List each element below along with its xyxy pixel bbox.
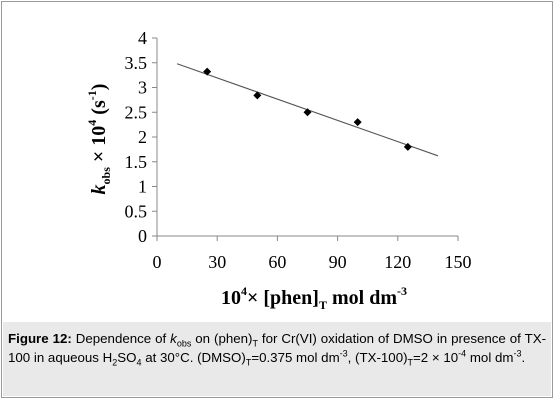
y-tick-label: 0.5 [125, 201, 148, 221]
y-tick-label: 1.5 [125, 152, 148, 172]
x-tick-label: 30 [208, 252, 226, 272]
data-point [253, 91, 262, 100]
data-points [203, 67, 412, 151]
x-tick-label: 120 [384, 252, 411, 272]
data-point [203, 67, 212, 76]
y-tick-label: 4 [138, 28, 147, 48]
x-tick-label: 150 [445, 252, 472, 272]
chart: 0 0.5 1 1.5 2 2.5 3 3.5 4 0 30 60 90 120 150 104× [ph… [85, 28, 472, 312]
x-tick-label: 90 [329, 252, 347, 272]
data-point [353, 118, 362, 127]
figure-caption: Figure 12: Dependence of kobs on (phen)T… [8, 331, 546, 368]
y-tick-label: 3 [138, 78, 147, 98]
y-tick-label: 0 [138, 226, 147, 246]
data-point [303, 108, 312, 117]
caption-label: Figure 12: [8, 331, 72, 346]
caption-box [3, 322, 551, 396]
y-tick-label: 2.5 [125, 102, 148, 122]
x-tick-labels: 0 30 60 90 120 150 [153, 252, 472, 272]
chart-axes [152, 37, 459, 241]
data-point [403, 142, 412, 151]
y-tick-label: 1 [138, 177, 147, 197]
y-axis-title: kobs × 104 (s-1) [85, 84, 113, 195]
y-tick-labels: 0 0.5 1 1.5 2 2.5 3 3.5 4 [125, 28, 148, 246]
y-tick-label: 3.5 [125, 53, 148, 73]
x-tick-label: 0 [153, 252, 162, 272]
y-tick-label: 2 [138, 127, 147, 147]
x-axis-title: 104× [phen]T mol dm-3 [221, 284, 407, 312]
x-tick-label: 60 [268, 252, 286, 272]
